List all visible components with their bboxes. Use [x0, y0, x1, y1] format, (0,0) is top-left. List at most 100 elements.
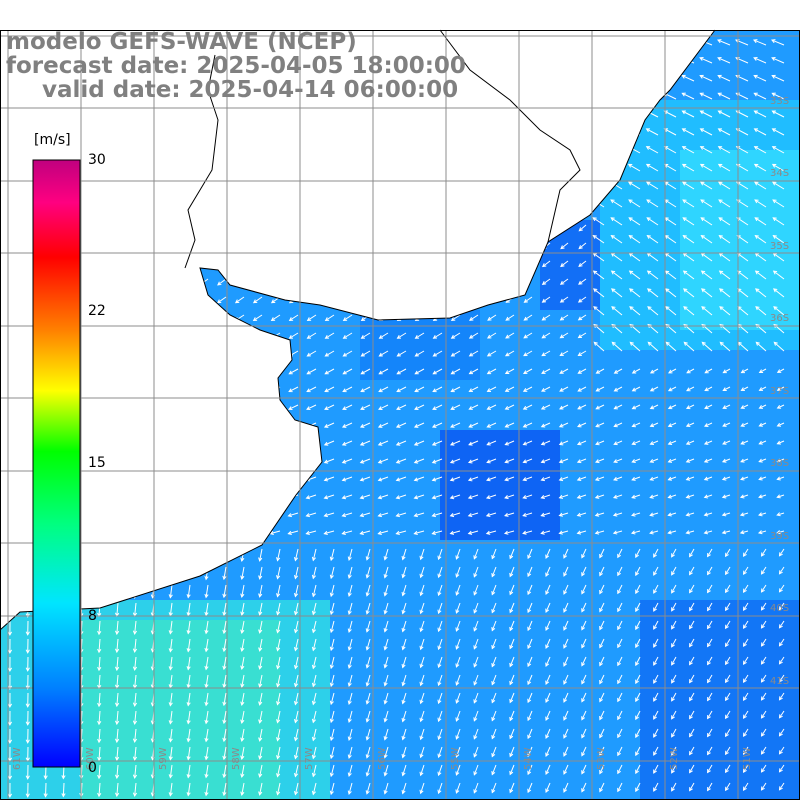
- wind-arrow-head: [270, 317, 276, 322]
- wind-arrow-head: [645, 128, 651, 133]
- wind-arrow-head: [613, 387, 618, 392]
- wind-arrow: [718, 181, 731, 190]
- wind-arrow-head: [127, 210, 133, 215]
- wind-arrow-head: [635, 607, 639, 613]
- wind-arrow-head: [7, 649, 13, 654]
- wind-arrow-head: [451, 263, 456, 268]
- wind-arrow: [736, 217, 749, 226]
- wind-arrow: [163, 332, 173, 339]
- wind-arrow-head: [646, 181, 651, 186]
- wind-arrow: [361, 332, 371, 339]
- wind-arrow: [415, 260, 425, 268]
- wind-arrow: [509, 548, 515, 559]
- wind-arrow-head: [485, 512, 491, 517]
- wind-arrow-head: [613, 476, 618, 481]
- wind-arrow: [366, 656, 371, 668]
- wind-arrow-head: [617, 661, 621, 667]
- wind-arrow: [416, 152, 425, 161]
- wind-arrow: [613, 494, 623, 499]
- wind-arrow-head: [432, 406, 437, 411]
- wind-arrow: [581, 692, 587, 702]
- wind-arrow-head: [200, 174, 205, 179]
- wind-arrow: [187, 710, 191, 724]
- wind-arrow-head: [161, 441, 167, 446]
- wind-arrow-head: [473, 573, 478, 578]
- wind-arrow: [491, 620, 497, 631]
- wind-arrow: [384, 764, 389, 776]
- wind-arrow-head: [758, 369, 764, 374]
- wind-arrow-head: [753, 128, 759, 133]
- wind-arrow-head: [398, 121, 403, 126]
- wind-arrow: [1, 314, 11, 321]
- wind-arrow: [563, 548, 569, 559]
- wind-arrow-head: [591, 57, 596, 61]
- wind-arrow-head: [186, 791, 191, 797]
- wind-arrow: [682, 164, 695, 172]
- wind-arrow: [595, 458, 605, 463]
- wind-arrow: [542, 314, 551, 321]
- wind-arrow-head: [199, 245, 204, 250]
- wind-arrow: [629, 252, 641, 262]
- wind-arrow-head: [377, 441, 383, 446]
- wind-arrow: [402, 638, 407, 650]
- wind-arrow-head: [646, 270, 652, 275]
- wind-arrow: [592, 164, 605, 172]
- wind-arrow: [491, 638, 497, 649]
- wind-arrow-head: [612, 494, 618, 499]
- wind-arrow-head: [627, 146, 633, 150]
- wind-arrow: [241, 728, 245, 742]
- wind-arrow-head: [725, 750, 729, 756]
- wind-arrow-head: [725, 786, 729, 792]
- wind-arrow-head: [635, 715, 639, 721]
- wind-arrow: [127, 350, 137, 357]
- wind-arrow: [398, 152, 407, 161]
- wind-arrow-head: [701, 323, 706, 328]
- wind-arrow-head: [198, 334, 204, 339]
- wind-arrow-head: [377, 424, 383, 428]
- wind-arrow: [324, 512, 335, 517]
- wind-arrow: [399, 116, 407, 125]
- wind-arrow-head: [467, 530, 473, 535]
- wind-arrow: [259, 620, 263, 633]
- wind-arrow: [671, 548, 677, 558]
- wind-arrow-head: [627, 57, 632, 61]
- wind-arrow: [308, 206, 317, 215]
- wind-arrow: [253, 278, 263, 286]
- wind-arrow: [527, 656, 533, 667]
- wind-arrow-head: [252, 299, 258, 304]
- wind-arrow-head: [383, 664, 388, 669]
- wind-arrow-head: [653, 769, 657, 774]
- wind-arrow-head: [0, 424, 5, 428]
- wind-arrow: [398, 170, 407, 179]
- wind-arrow-head: [449, 495, 455, 500]
- wind-arrow: [234, 386, 245, 393]
- wind-arrow: [646, 181, 659, 190]
- wind-arrow: [700, 217, 713, 226]
- wind-arrow: [205, 764, 209, 778]
- wind-arrow: [396, 458, 407, 464]
- wind-arrow-head: [258, 791, 263, 796]
- wind-arrow: [755, 235, 767, 244]
- wind-arrow-head: [470, 138, 475, 143]
- wind-arrow-head: [347, 790, 352, 795]
- wind-arrow-head: [329, 646, 334, 652]
- wind-arrow: [470, 170, 479, 179]
- wind-arrow: [324, 476, 335, 481]
- wind-arrow: [725, 746, 731, 755]
- wind-arrow-head: [132, 630, 138, 635]
- wind-arrow: [579, 170, 587, 178]
- wind-arrow: [779, 548, 785, 557]
- wind-arrow-head: [599, 679, 603, 685]
- wind-arrow-head: [132, 558, 138, 563]
- wind-arrow-head: [293, 700, 299, 706]
- wind-arrow-head: [635, 553, 639, 559]
- wind-arrow: [469, 368, 479, 375]
- wind-arrow: [2, 188, 11, 197]
- wind-arrow-head: [396, 352, 401, 357]
- wind-arrow-head: [760, 768, 765, 773]
- wind-arrow: [163, 314, 173, 321]
- wind-arrow-head: [544, 48, 549, 54]
- wind-arrow-head: [671, 589, 675, 594]
- wind-arrow-head: [329, 772, 334, 778]
- wind-arrow-head: [760, 624, 765, 629]
